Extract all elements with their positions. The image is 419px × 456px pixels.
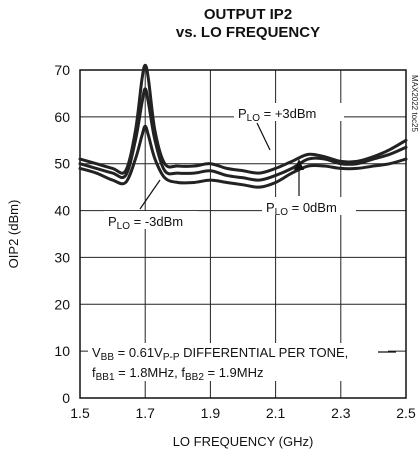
y-tick-label: 20 <box>54 296 70 312</box>
y-tick-label: 60 <box>54 109 70 125</box>
cond1-b-sub: P-P <box>163 352 180 363</box>
series-layer <box>78 63 408 189</box>
cond2-a-sub: BB1 <box>96 372 115 383</box>
annot-plus3-p: P <box>238 106 247 121</box>
annot-minus3-bg <box>104 211 198 229</box>
annot-0-arrowhead <box>294 159 304 170</box>
chart-title: OUTPUT IP2 <box>204 6 292 23</box>
annot-0-bg <box>262 197 356 215</box>
series-plo-0 <box>78 87 408 182</box>
annot-minus3-leader <box>139 179 161 210</box>
annot-minus3-sub: LO <box>117 221 131 232</box>
y-tick-label: 50 <box>54 156 70 172</box>
cond1-a: V <box>92 345 101 360</box>
condition-note-line2: fBB1 = 1.8MHz, fBB2 = 1.9MHz <box>92 365 264 383</box>
annot-plus3-leader <box>256 122 271 151</box>
cond1-b: = 0.61V <box>114 345 163 360</box>
y-axis-label: OIP2 (dBm) <box>6 200 21 269</box>
chart-subtitle: vs. LO FREQUENCY <box>176 24 320 41</box>
annot-plo-plus3: PLO = +3dBm <box>238 106 316 124</box>
x-tick-labels: 1.5 1.7 1.9 2.1 2.3 2.5 <box>70 405 416 421</box>
cond1-c: DIFFERENTIAL PER TONE, <box>179 345 348 360</box>
condition-note-line1: VBB = 0.61VP-P DIFFERENTIAL PER TONE, <box>92 345 348 363</box>
annot-0-p: P <box>266 200 275 215</box>
y-tick-label: 10 <box>54 343 70 359</box>
cond1-a-sub: BB <box>101 352 115 363</box>
cond2-b-sub: BB2 <box>185 372 204 383</box>
condition-note-bg <box>88 343 388 381</box>
y-tick-labels: 0 10 20 30 40 50 60 70 <box>54 62 70 406</box>
annot-plus3-bg <box>234 103 344 121</box>
annot-minus3-rest: = -3dBm <box>130 214 183 229</box>
x-tick-label: 1.5 <box>70 405 90 421</box>
plot-frame <box>79 69 407 399</box>
x-tick-label: 1.9 <box>201 405 221 421</box>
cond2-b: = 1.8MHz, f <box>115 365 186 380</box>
x-tick-label: 2.5 <box>396 405 416 421</box>
annot-minus3-p: P <box>108 214 117 229</box>
cond2-a: f <box>92 365 96 380</box>
figure-id: MAX2022 toc25 <box>410 75 419 132</box>
annot-plo-minus3: PLO = -3dBm <box>108 214 183 232</box>
annot-plus3-rest: = +3dBm <box>260 106 316 121</box>
x-axis-label: LO FREQUENCY (GHz) <box>173 434 314 449</box>
y-tick-label: 30 <box>54 249 70 265</box>
annot-0-rest: = 0dBm <box>288 200 337 215</box>
annot-plus3-sub: LO <box>247 113 261 124</box>
x-tick-label: 2.1 <box>266 405 286 421</box>
cond2-c: = 1.9MHz <box>204 365 264 380</box>
series-plo-plus3 <box>78 63 408 175</box>
x-tick-label: 1.7 <box>135 405 155 421</box>
x-tick-label: 2.3 <box>331 405 351 421</box>
series-plo-minus3 <box>78 124 408 189</box>
y-tick-label: 0 <box>62 390 70 406</box>
y-tick-label: 40 <box>54 203 70 219</box>
y-tick-label: 70 <box>54 62 70 78</box>
annot-0-sub: LO <box>275 207 289 218</box>
annot-plo-0: PLO = 0dBm <box>266 200 337 218</box>
